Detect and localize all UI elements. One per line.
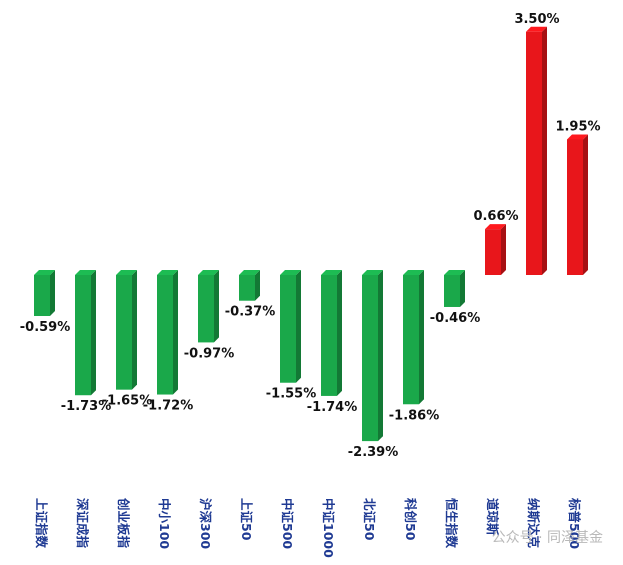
value-label-4: -0.97% bbox=[184, 346, 235, 361]
bar-side bbox=[296, 270, 301, 383]
value-label-11: 0.66% bbox=[473, 209, 518, 224]
bar-front bbox=[321, 275, 337, 396]
bar-front bbox=[362, 275, 378, 442]
bar-top bbox=[75, 270, 96, 275]
bar-top bbox=[403, 270, 424, 275]
value-label-1: -1.73% bbox=[61, 399, 112, 414]
category-label-9: 科创50 bbox=[403, 498, 418, 541]
bar-top bbox=[198, 270, 219, 275]
bar-top bbox=[321, 270, 342, 275]
bar-front bbox=[157, 275, 173, 395]
category-label-1: 深证成指 bbox=[75, 498, 90, 549]
category-label-7: 中证1000 bbox=[321, 498, 336, 558]
value-label-5: -0.37% bbox=[225, 305, 276, 320]
bar-front bbox=[75, 275, 91, 396]
value-label-8: -2.39% bbox=[348, 445, 399, 460]
bar-top bbox=[526, 26, 547, 32]
bar-1 bbox=[75, 270, 96, 396]
bar-front bbox=[116, 275, 132, 390]
bar-top bbox=[485, 224, 506, 230]
value-label-9: -1.86% bbox=[389, 408, 440, 423]
category-label-5: 上证50 bbox=[239, 498, 254, 541]
bar-3 bbox=[157, 270, 178, 395]
category-label-3: 中小100 bbox=[157, 498, 172, 549]
value-label-13: 1.95% bbox=[555, 119, 600, 134]
bar-side bbox=[337, 270, 342, 396]
bar-front bbox=[198, 275, 214, 343]
value-label-12: 3.50% bbox=[514, 12, 559, 27]
category-label-10: 恒生指数 bbox=[444, 498, 459, 549]
bar-side bbox=[378, 270, 383, 442]
bar-7 bbox=[321, 270, 342, 396]
bar-5 bbox=[239, 270, 260, 301]
bar-2 bbox=[116, 270, 137, 390]
bar-13 bbox=[567, 134, 588, 275]
value-label-3: -1.72% bbox=[143, 399, 194, 414]
category-label-12: 纳斯达克 bbox=[526, 498, 541, 549]
bar-front bbox=[526, 31, 542, 275]
bar-side bbox=[542, 26, 547, 275]
bar-side bbox=[50, 270, 55, 317]
bar-top bbox=[444, 270, 465, 275]
bar-11 bbox=[485, 224, 506, 275]
bar-side bbox=[501, 224, 506, 275]
value-label-10: -0.46% bbox=[430, 311, 481, 326]
bar-4 bbox=[198, 270, 219, 343]
bar-top bbox=[34, 270, 55, 275]
bar-9 bbox=[403, 270, 424, 405]
bar-top bbox=[116, 270, 137, 275]
bar-front bbox=[34, 275, 50, 317]
bar-6 bbox=[280, 270, 301, 383]
bar-side bbox=[583, 134, 588, 275]
bar-front bbox=[280, 275, 296, 383]
category-label-2: 创业板指 bbox=[116, 497, 131, 549]
category-label-4: 沪深300 bbox=[198, 498, 213, 549]
value-label-0: -0.59% bbox=[20, 320, 71, 335]
bar-front bbox=[239, 275, 255, 301]
bar-12 bbox=[526, 26, 547, 275]
bar-front bbox=[444, 275, 460, 307]
value-label-7: -1.74% bbox=[307, 400, 358, 415]
category-label-11: 道琼斯 bbox=[485, 498, 500, 536]
category-label-8: 北证50 bbox=[362, 498, 377, 541]
bar-side bbox=[91, 270, 96, 396]
value-label-6: -1.55% bbox=[266, 387, 317, 402]
category-label-0: 上证指数 bbox=[34, 498, 49, 549]
bar-top bbox=[567, 134, 588, 140]
bar-8 bbox=[362, 270, 383, 442]
bar-side bbox=[255, 270, 260, 301]
bar-side bbox=[132, 270, 137, 390]
bar-front bbox=[485, 229, 501, 275]
category-label-6: 中证500 bbox=[280, 498, 295, 549]
bar-10 bbox=[444, 270, 465, 307]
bar-side bbox=[214, 270, 219, 343]
watermark: 公众号 · 同泽基金 bbox=[491, 530, 603, 546]
bar-side bbox=[460, 270, 465, 307]
value-label-2: -1.65% bbox=[102, 394, 153, 409]
bar-top bbox=[157, 270, 178, 275]
bar-top bbox=[239, 270, 260, 275]
category-label-13: 标普500 bbox=[567, 497, 582, 549]
bar-0 bbox=[34, 270, 55, 317]
bar-front bbox=[567, 139, 583, 275]
bar-front bbox=[403, 275, 419, 405]
bar-side bbox=[173, 270, 178, 395]
bar-side bbox=[419, 270, 424, 405]
bar-top bbox=[362, 270, 383, 275]
bar-top bbox=[280, 270, 301, 275]
